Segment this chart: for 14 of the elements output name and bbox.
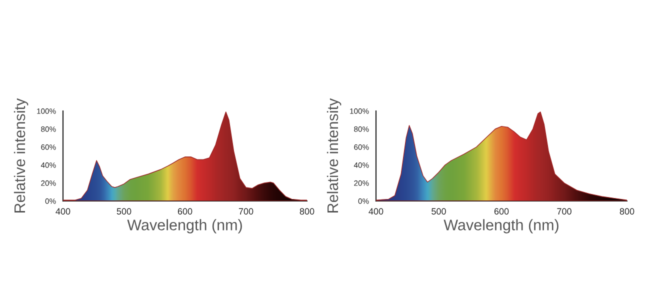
x-axis-title: Wavelength (nm) <box>127 219 242 234</box>
x-tick-label: 500 <box>116 208 132 215</box>
x-tick-label: 700 <box>557 208 572 215</box>
y-axis-title: Relative intensity <box>14 98 28 212</box>
x-tick-label: 600 <box>494 208 509 215</box>
x-tick-label: 400 <box>368 208 384 215</box>
y-axis-title: Relative intensity <box>326 98 342 212</box>
x-tick-label: 500 <box>432 208 446 215</box>
x-tick-label: 700 <box>238 208 254 215</box>
x-tick-label: 800 <box>300 208 314 215</box>
x-axis-title: Wavelength (nm) <box>444 219 558 234</box>
x-tick-label: 800 <box>620 208 634 215</box>
x-tick-label: 600 <box>178 208 192 215</box>
x-tick-label: 400 <box>56 208 70 215</box>
